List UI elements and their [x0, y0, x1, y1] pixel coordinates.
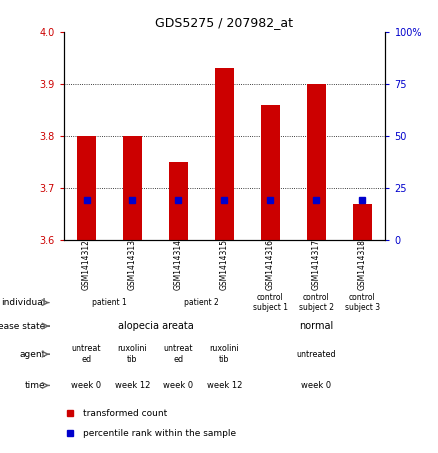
Text: GSM1414318: GSM1414318: [358, 239, 367, 290]
Text: normal: normal: [299, 321, 334, 331]
Text: control
subject 3: control subject 3: [345, 293, 380, 312]
Text: GSM1414314: GSM1414314: [174, 239, 183, 290]
Text: week 0: week 0: [71, 381, 102, 390]
Bar: [261, 105, 279, 240]
Bar: [215, 68, 233, 240]
Text: untreated: untreated: [297, 350, 336, 359]
Text: alopecia areata: alopecia areata: [118, 321, 193, 331]
Text: GSM1414312: GSM1414312: [82, 239, 91, 290]
Text: GSM1414316: GSM1414316: [266, 239, 275, 290]
Text: week 12: week 12: [115, 381, 150, 390]
Text: week 12: week 12: [207, 381, 242, 390]
Bar: [124, 136, 141, 240]
Text: individual: individual: [1, 298, 46, 307]
Bar: [77, 136, 95, 240]
Text: transformed count: transformed count: [83, 409, 167, 418]
Bar: [307, 84, 325, 240]
Text: untreat
ed: untreat ed: [164, 344, 193, 364]
Text: percentile rank within the sample: percentile rank within the sample: [83, 429, 236, 438]
Text: time: time: [25, 381, 46, 390]
Text: GSM1414315: GSM1414315: [220, 239, 229, 290]
Text: ruxolini
tib: ruxolini tib: [210, 344, 239, 364]
Text: week 0: week 0: [301, 381, 332, 390]
Title: GDS5275 / 207982_at: GDS5275 / 207982_at: [155, 16, 293, 29]
Text: patient 2: patient 2: [184, 298, 219, 307]
Text: untreat
ed: untreat ed: [72, 344, 101, 364]
Bar: [353, 203, 371, 240]
Text: week 0: week 0: [163, 381, 194, 390]
Bar: [169, 162, 187, 240]
Text: ruxolini
tib: ruxolini tib: [118, 344, 147, 364]
Text: disease state: disease state: [0, 322, 46, 331]
Text: control
subject 2: control subject 2: [299, 293, 334, 312]
Text: patient 1: patient 1: [92, 298, 127, 307]
Text: control
subject 1: control subject 1: [253, 293, 288, 312]
Text: GSM1414313: GSM1414313: [128, 239, 137, 290]
Text: GSM1414317: GSM1414317: [312, 239, 321, 290]
Text: agent: agent: [19, 350, 46, 359]
